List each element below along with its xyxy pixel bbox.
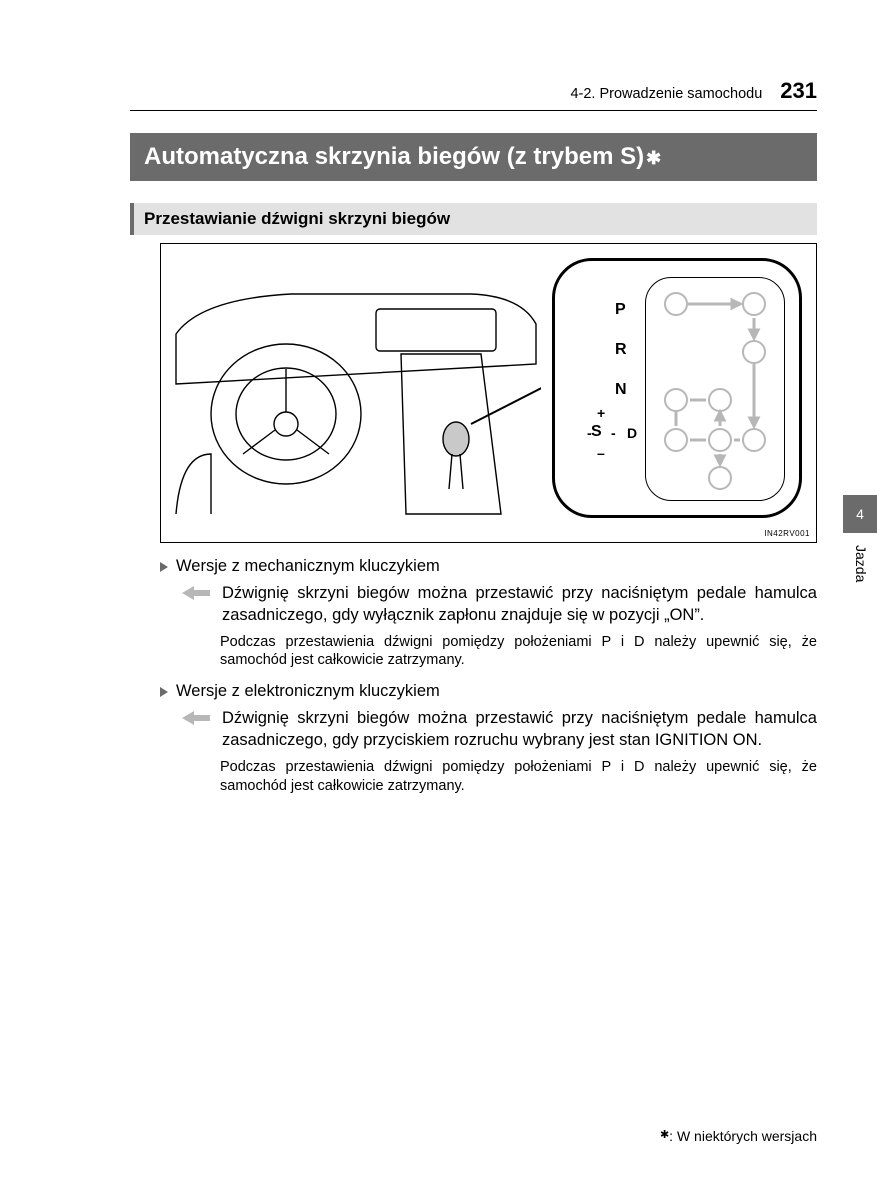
body-content: Wersje z mechanicznym kluczykiem Dźwigni…: [160, 557, 817, 795]
chapter-side-label: Jazda: [853, 545, 869, 582]
page-number: 231: [780, 78, 817, 104]
shift-arrows: [646, 278, 786, 502]
instruction-row: Dźwignię skrzyni biegów można przestawić…: [182, 582, 817, 627]
shift-pattern-panel: P R N + - S - D –: [552, 258, 802, 518]
gear-label-minus: –: [597, 445, 605, 461]
gear-label-n: N: [615, 381, 627, 399]
triangle-bullet-icon: [160, 687, 168, 697]
figure-container: P R N + - S - D –: [160, 243, 817, 543]
left-arrow-icon: [182, 586, 210, 600]
variant1-title: Wersje z mechanicznym kluczykiem: [176, 557, 440, 576]
gear-dash-right: -: [611, 425, 616, 441]
figure-code: IN42RV001: [764, 529, 810, 538]
chapter-number: 4: [856, 506, 864, 522]
variant-heading-row: Wersje z elektronicznym kluczykiem: [160, 682, 817, 701]
variant2-note: Podczas przestawienia dźwigni pomiędzy p…: [220, 758, 817, 796]
page-header: 4-2. Prowadzenie samochodu 231: [130, 78, 817, 111]
footnote-asterisk: ✱: [660, 1129, 669, 1141]
instruction-row: Dźwignię skrzyni biegów można przestawić…: [182, 707, 817, 752]
title-asterisk: ✱: [646, 148, 661, 169]
gear-label-p: P: [615, 301, 626, 319]
variant2-title: Wersje z elektronicznym kluczykiem: [176, 682, 440, 701]
gear-label-d: D: [627, 425, 637, 441]
chapter-title-text: Automatyczna skrzynia biegów (z trybem S…: [144, 143, 644, 171]
footnote-text: : W niektórych wersjach: [669, 1128, 817, 1144]
chapter-side-tab: 4: [843, 495, 877, 533]
section-reference: 4-2. Prowadzenie samochodu: [570, 86, 762, 102]
gear-label-plus: +: [597, 405, 605, 421]
section-subtitle-text: Przestawianie dźwigni skrzyni biegów: [144, 209, 450, 228]
section-subtitle-bar: Przestawianie dźwigni skrzyni biegów: [130, 203, 817, 235]
variant2-paragraph: Dźwignię skrzyni biegów można przestawić…: [222, 707, 817, 752]
footnote: ✱: W niektórych wersjach: [660, 1128, 817, 1144]
shift-track-outline: [645, 277, 785, 501]
gear-label-s: S: [591, 423, 602, 441]
triangle-bullet-icon: [160, 562, 168, 572]
chapter-title-bar: Automatyczna skrzynia biegów (z trybem S…: [130, 133, 817, 181]
variant1-paragraph: Dźwignię skrzyni biegów można przestawić…: [222, 582, 817, 627]
variant-heading-row: Wersje z mechanicznym kluczykiem: [160, 557, 817, 576]
left-arrow-icon: [182, 711, 210, 725]
gear-label-r: R: [615, 341, 627, 359]
car-interior-illustration: [171, 254, 541, 524]
variant1-note: Podczas przestawienia dźwigni pomiędzy p…: [220, 633, 817, 671]
